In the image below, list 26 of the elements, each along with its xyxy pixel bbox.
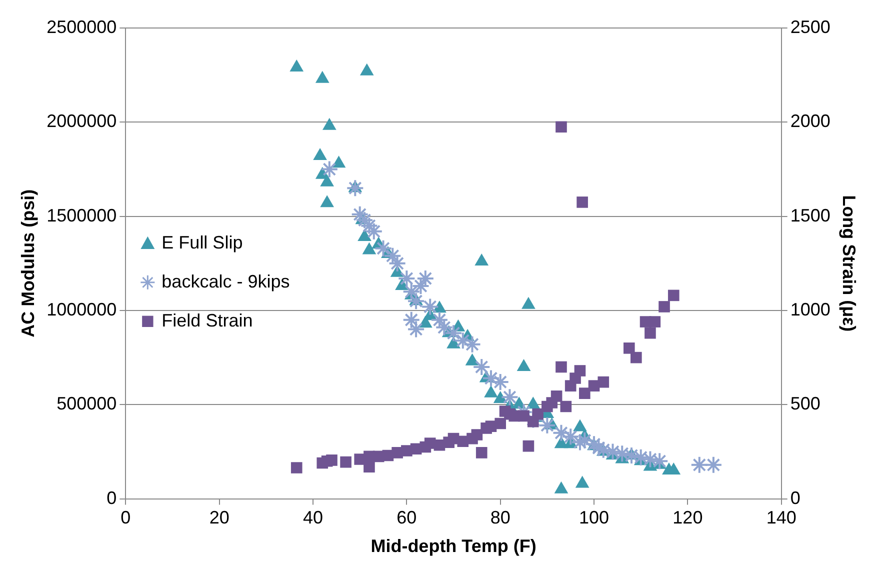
y-tick-label: 500000	[56, 394, 117, 414]
x-tick-label: 0	[120, 508, 131, 528]
x-axis-title: Mid-depth Temp (F)	[370, 536, 536, 556]
y2-tick-label: 0	[790, 488, 800, 508]
y2-tick-label: 1500	[790, 205, 830, 226]
legend-label: E Full Slip	[162, 232, 243, 252]
legend-label: Field Strain	[162, 310, 253, 330]
x-tick-label: 100	[578, 508, 610, 528]
x-tick-label: 80	[490, 508, 510, 528]
x-tick-label: 120	[672, 508, 703, 528]
x-tick-label: 40	[302, 508, 324, 528]
y-tick-label: 1000000	[46, 299, 117, 320]
y2-axis-title: Long Strain (με)	[839, 195, 860, 332]
x-tick-label: 140	[766, 508, 796, 528]
y2-tick-label: 2000	[790, 111, 830, 132]
y-tick-label: 1500000	[46, 205, 117, 226]
y2-tick-label: 1000	[790, 299, 830, 320]
x-tick-label: 20	[209, 508, 230, 528]
legend-label: backcalc - 9kips	[162, 271, 290, 292]
y-axis-title: AC Modulus (psi)	[18, 189, 38, 338]
y-tick-label: 0	[106, 488, 117, 508]
y-tick-label: 2500000	[46, 16, 117, 37]
y2-tick-label: 500	[790, 394, 820, 414]
x-tick-label: 60	[396, 508, 417, 528]
y-tick-label: 2000000	[46, 111, 117, 132]
y2-tick-label: 2500	[790, 16, 830, 37]
